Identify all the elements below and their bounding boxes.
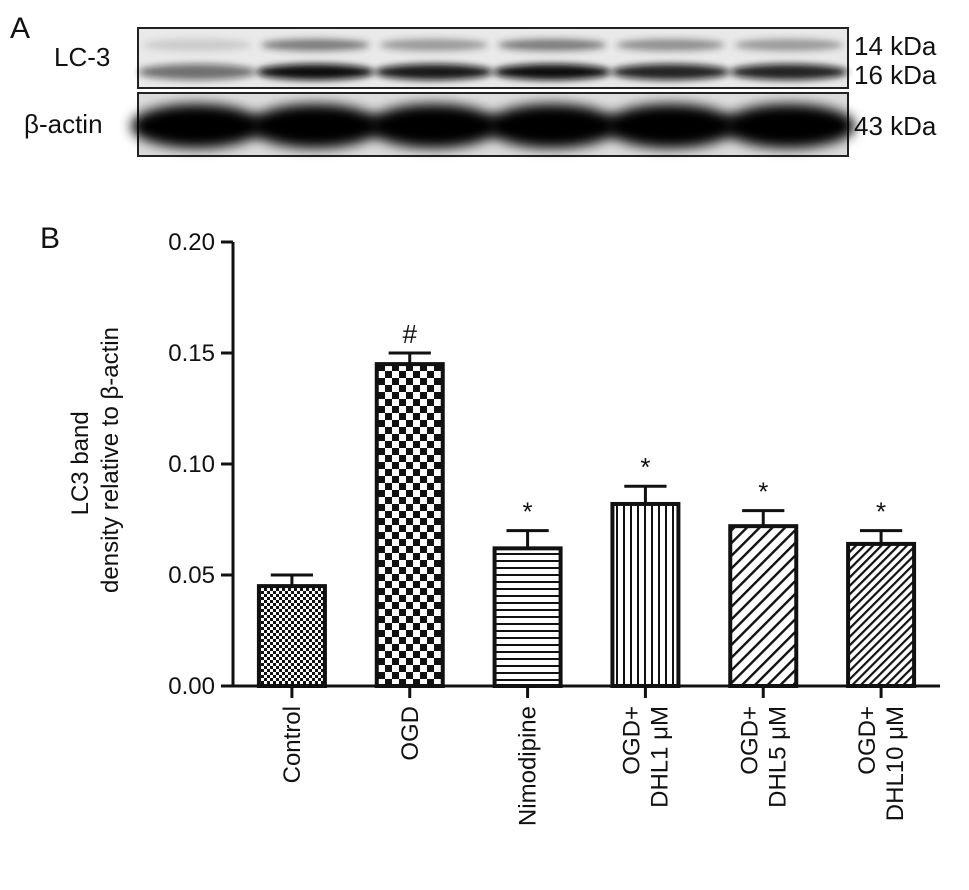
- y-axis-title: LC3 band density relative to β-actin: [67, 327, 124, 593]
- lc3-band-14kda: [379, 39, 489, 51]
- x-category-label-line: Control: [279, 706, 306, 783]
- y-tick-label: 0.05: [168, 562, 215, 589]
- kda-marker-16: 16 kDa: [854, 60, 937, 90]
- x-category-label-line: DHL10 μM: [882, 706, 909, 821]
- x-category-label-line: DHL5 μM: [764, 706, 791, 808]
- significance-marker: #: [403, 319, 418, 349]
- bar: [374, 362, 445, 688]
- x-category-label: OGD+DHL1 μM: [618, 706, 673, 808]
- lc3-row-label: LC-3: [54, 42, 110, 72]
- bar: [492, 546, 563, 688]
- x-category-label-line: Nimodipine: [515, 706, 542, 826]
- bar: [610, 501, 681, 688]
- x-category-label-line: OGD+: [618, 706, 645, 775]
- bar: [256, 584, 327, 688]
- lc3-bands: [138, 39, 848, 80]
- actin-band: [249, 104, 382, 148]
- significance-marker: *: [640, 452, 650, 482]
- bar: [728, 524, 799, 688]
- lc3-band-16kda: [493, 64, 612, 80]
- x-category-label: OGD+DHL5 μM: [736, 706, 791, 808]
- actin-band: [604, 104, 737, 148]
- actin-band: [722, 104, 856, 148]
- lc3-band-16kda: [729, 64, 848, 80]
- lc3-band-14kda: [616, 39, 725, 51]
- y-tick-label: 0.10: [168, 451, 215, 478]
- actin-band: [485, 104, 619, 148]
- lc3-band-14kda: [497, 39, 607, 51]
- actin-row-label: β-actin: [24, 109, 103, 139]
- panel-a-letter: A: [10, 12, 30, 45]
- y-axis-title-line-1: LC3 band: [67, 411, 94, 515]
- lc3-band-16kda: [374, 64, 494, 80]
- lc3-blot: [137, 27, 849, 89]
- lc3-band-14kda: [142, 39, 252, 51]
- actin-band: [367, 104, 501, 148]
- x-category-label: Nimodipine: [515, 706, 542, 826]
- x-axis: Control OGD Nimodipine OGD+DHL1 μM OGD+DHL5 …: [233, 684, 940, 826]
- x-category-label-line: DHL1 μM: [646, 706, 673, 808]
- lc3-band-14kda: [734, 39, 844, 51]
- significance-marker: *: [758, 477, 768, 507]
- bar: [846, 541, 917, 688]
- lc3-band-16kda: [138, 64, 257, 80]
- significance-marker: *: [876, 497, 886, 527]
- y-axis: 0.00 0.05 0.10 0.15 0.20: [168, 229, 235, 700]
- y-tick-label: 0.20: [168, 229, 215, 256]
- panel-b-letter: B: [40, 222, 60, 255]
- x-category-label: Control: [279, 706, 306, 783]
- lc3-band-14kda: [261, 39, 370, 51]
- bars: # * * * *: [256, 319, 917, 688]
- kda-marker-43: 43 kDa: [854, 111, 937, 141]
- significance-marker: *: [523, 497, 533, 527]
- x-category-label: OGD: [397, 706, 424, 761]
- y-tick-label: 0.15: [168, 340, 215, 367]
- x-category-label-line: OGD: [397, 706, 424, 761]
- y-axis-title-line-2: density relative to β-actin: [97, 327, 124, 593]
- y-tick-label: 0.00: [168, 673, 215, 700]
- actin-blot: [130, 92, 856, 157]
- x-category-label-line: OGD+: [854, 706, 881, 775]
- x-category-label-line: OGD+: [736, 706, 763, 775]
- actin-band: [130, 104, 264, 148]
- lc3-band-16kda: [256, 64, 375, 80]
- kda-marker-14: 14 kDa: [854, 31, 937, 61]
- lc3-blot-frame: [137, 27, 849, 89]
- x-category-label: OGD+DHL10 μM: [854, 706, 909, 821]
- lc3-band-16kda: [611, 64, 730, 80]
- actin-bands: [130, 104, 856, 148]
